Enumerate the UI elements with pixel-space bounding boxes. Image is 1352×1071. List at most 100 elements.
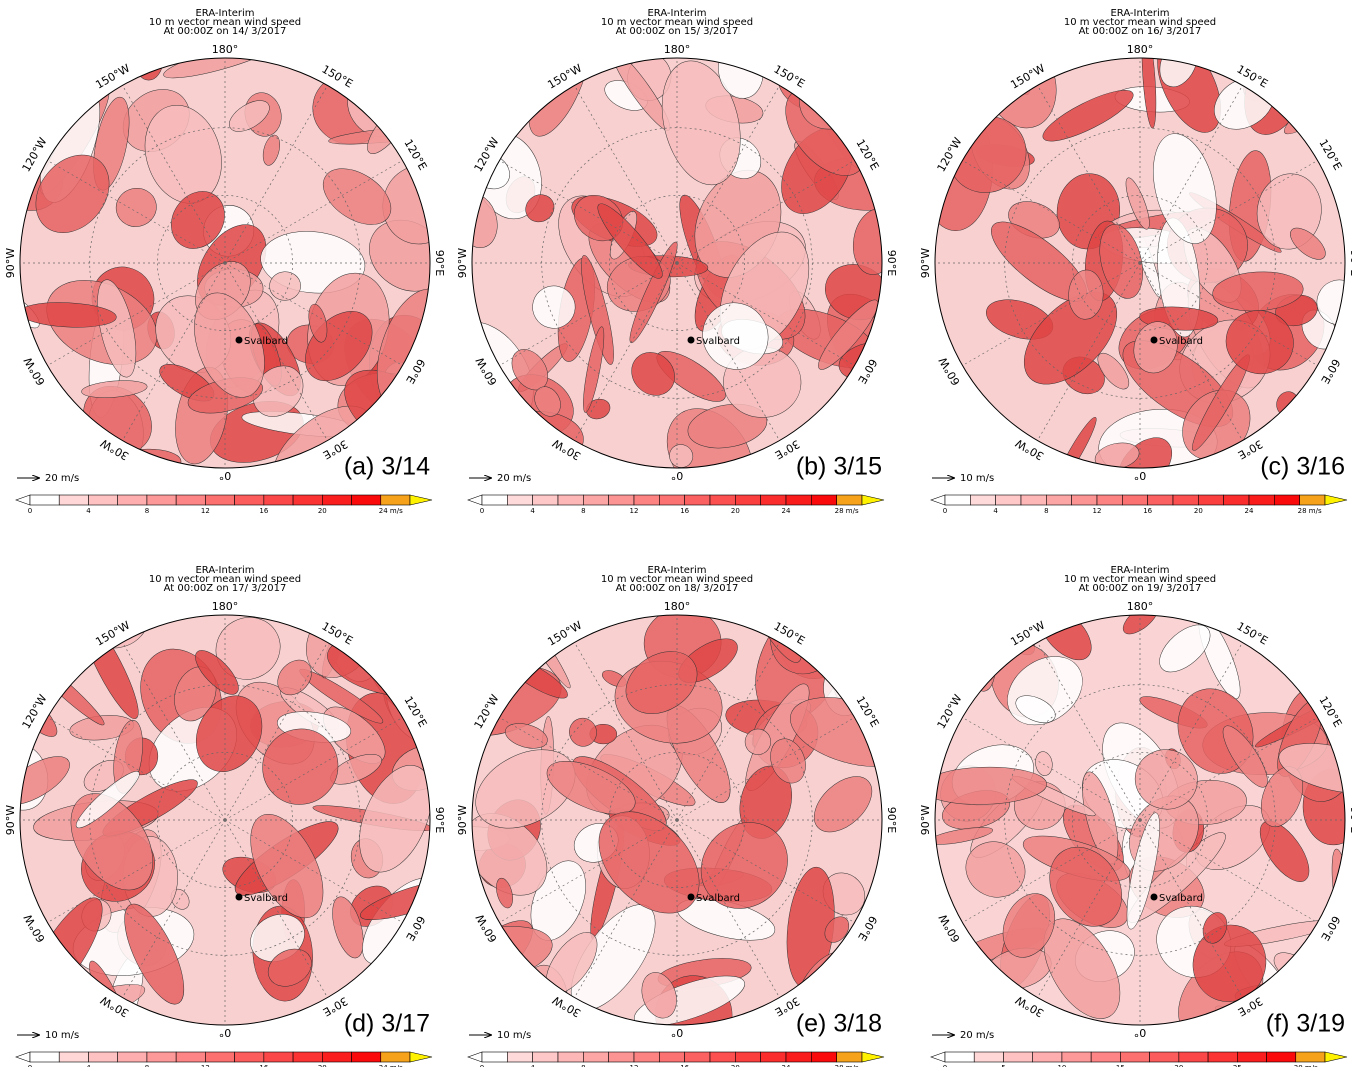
place-label: Svalbard bbox=[696, 893, 740, 904]
colorbar-end bbox=[468, 1052, 482, 1062]
colorbar-segment bbox=[205, 495, 234, 505]
colorbar-segment bbox=[659, 495, 684, 505]
wind-blob bbox=[1305, 389, 1352, 453]
reference-label: 10 m/s bbox=[960, 473, 994, 484]
colorbar-segment bbox=[293, 1052, 322, 1062]
wind-blob bbox=[1278, 57, 1352, 142]
longitude-label: 90°E bbox=[885, 250, 898, 276]
colorbar-tick: 8 bbox=[145, 507, 149, 515]
colorbar-segment bbox=[1120, 1052, 1149, 1062]
colorbar-segment bbox=[322, 1052, 351, 1062]
longitude-label: 90°W bbox=[456, 248, 469, 278]
colorbar-segment bbox=[118, 495, 147, 505]
wind-blob bbox=[20, 437, 84, 496]
wind-blob bbox=[22, 73, 54, 121]
panel-label: (b) 3/15 bbox=[796, 453, 882, 481]
map-field bbox=[0, 582, 476, 1046]
longitude-label: 0° bbox=[671, 1026, 684, 1039]
colorbar-segment bbox=[533, 495, 558, 505]
colorbar-tick: 8 bbox=[1044, 507, 1048, 515]
longitude-label: 90°E bbox=[1348, 250, 1352, 276]
colorbar-segment bbox=[685, 495, 710, 505]
colorbar-segment bbox=[710, 495, 735, 505]
map-title: At 00:00Z on 18/ 3/2017 bbox=[616, 583, 739, 594]
map-panel: ERA-Interim10 m vector mean wind speedAt… bbox=[408, 8, 929, 528]
colorbar-segment bbox=[735, 495, 760, 505]
map-field bbox=[419, 558, 919, 1064]
colorbar-segment bbox=[634, 495, 659, 505]
map-panel: ERA-Interim10 m vector mean wind speedAt… bbox=[886, 8, 1352, 515]
longitude-label: 180° bbox=[664, 600, 691, 613]
colorbar-segment bbox=[88, 1052, 117, 1062]
colorbar-tick: 24 m/s bbox=[379, 507, 403, 515]
colorbar-segment bbox=[786, 495, 811, 505]
wind-blob bbox=[31, 976, 149, 1038]
colorbar-segment bbox=[609, 1052, 634, 1062]
longitude-label: 60°E bbox=[1318, 914, 1343, 943]
wind-blob bbox=[376, 37, 419, 81]
colorbar-segment bbox=[176, 1052, 205, 1062]
longitude-label: 90°W bbox=[456, 805, 469, 835]
panel-label: (a) 3/14 bbox=[344, 453, 430, 481]
wind-blob bbox=[498, 71, 520, 92]
map-title: At 00:00Z on 16/ 3/2017 bbox=[1079, 26, 1202, 37]
colorbar-tick: 20 bbox=[1194, 507, 1203, 515]
colorbar-segment bbox=[837, 495, 862, 505]
wind-blob bbox=[47, 83, 82, 102]
colorbar-segment bbox=[811, 495, 836, 505]
colorbar-end bbox=[16, 495, 30, 505]
colorbar-tick: 16 bbox=[680, 507, 689, 515]
colorbar-segment bbox=[1003, 1052, 1032, 1062]
colorbar-segment bbox=[1179, 1052, 1208, 1062]
map-field bbox=[886, 23, 1352, 501]
colorbar-tick: 16 bbox=[1143, 507, 1152, 515]
colorbar-segment bbox=[352, 1052, 381, 1062]
colorbar-segment bbox=[235, 1052, 264, 1062]
colorbar-tick: 16 bbox=[259, 507, 268, 515]
colorbar-segment bbox=[205, 1052, 234, 1062]
longitude-label: 90°W bbox=[4, 805, 17, 835]
panel-label: (f) 3/19 bbox=[1266, 1010, 1345, 1038]
reference-label: 10 m/s bbox=[45, 1030, 79, 1041]
colorbar-end bbox=[468, 495, 482, 505]
colorbar-segment bbox=[1300, 495, 1325, 505]
colorbar-segment bbox=[811, 1052, 836, 1062]
reference-label: 20 m/s bbox=[45, 473, 79, 484]
colorbar-segment bbox=[147, 495, 176, 505]
colorbar-segment bbox=[761, 1052, 786, 1062]
colorbar-segment bbox=[1249, 495, 1274, 505]
reference-label: 10 m/s bbox=[497, 1030, 531, 1041]
svalbard-dot bbox=[688, 337, 695, 344]
wind-blob bbox=[803, 581, 888, 668]
wind-blob bbox=[423, 394, 530, 502]
colorbar-segment bbox=[1150, 1052, 1179, 1062]
colorbar-segment bbox=[837, 1052, 862, 1062]
svalbard-dot bbox=[236, 337, 243, 344]
colorbar-tick: 4 bbox=[530, 507, 535, 515]
wind-blob bbox=[1294, 66, 1352, 130]
colorbar-segment bbox=[533, 1052, 558, 1062]
place-label: Svalbard bbox=[244, 893, 288, 904]
colorbar-segment bbox=[558, 495, 583, 505]
place-label: Svalbard bbox=[1159, 893, 1203, 904]
longitude-label: 90°E bbox=[433, 807, 446, 833]
place-label: Svalbard bbox=[696, 336, 740, 347]
colorbar-segment bbox=[1208, 1052, 1237, 1062]
svalbard-dot bbox=[1151, 337, 1158, 344]
colorbar-segment bbox=[322, 495, 351, 505]
colorbar-segment bbox=[30, 1052, 59, 1062]
colorbar-segment bbox=[507, 495, 532, 505]
wind-blob bbox=[838, 943, 892, 1005]
colorbar-tick: 28 m/s bbox=[835, 507, 859, 515]
colorbar-end bbox=[410, 1052, 432, 1062]
colorbar-segment bbox=[1122, 495, 1147, 505]
colorbar-segment bbox=[235, 495, 264, 505]
colorbar-segment bbox=[1173, 495, 1198, 505]
colorbar-segment bbox=[381, 495, 410, 505]
wind-blob bbox=[442, 397, 518, 468]
longitude-label: 90°W bbox=[919, 805, 932, 835]
map-field bbox=[408, 13, 929, 528]
colorbar-segment bbox=[970, 495, 995, 505]
map-panel: ERA-Interim10 m vector mean wind speedAt… bbox=[0, 565, 476, 1067]
reference-label: 20 m/s bbox=[497, 473, 531, 484]
